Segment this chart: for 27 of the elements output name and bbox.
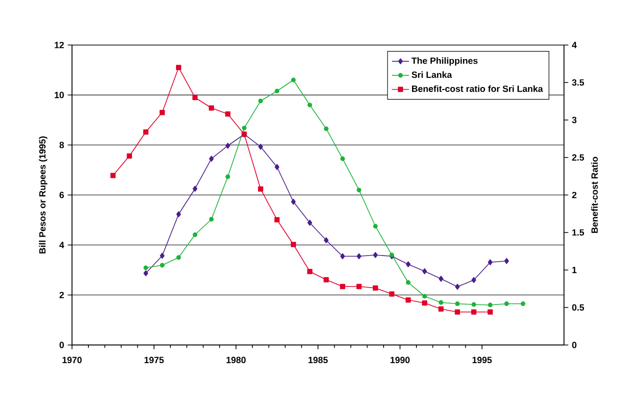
x-tick-label: 1975 xyxy=(144,356,164,364)
legend-label: Sri Lanka xyxy=(412,71,452,78)
y2-tick-label: 3 xyxy=(572,116,576,124)
y-tick-label: 2 xyxy=(60,292,64,298)
y-tick-label: 4 xyxy=(59,242,64,248)
y2-tick-label: 0 xyxy=(572,342,576,348)
y2-tick-label: 1 xyxy=(572,266,577,274)
x-tick-label: 1980 xyxy=(226,356,246,364)
y-tick-label: 12 xyxy=(54,42,64,48)
y-tick-label: 6 xyxy=(60,192,64,198)
y2-tick-label: 2.5 xyxy=(572,154,584,161)
y2-tick-label: 0.5 xyxy=(572,304,584,311)
x-tick-label: 1990 xyxy=(390,356,410,364)
y2-axis-title: Benefit-cost Ratio xyxy=(591,156,598,233)
y-tick-label: 8 xyxy=(59,142,64,148)
y-tick-label: 0 xyxy=(60,342,64,348)
y-axis-title: Bill Pesos or Rupees (1995) xyxy=(38,136,48,254)
x-tick-label: 1995 xyxy=(472,356,492,364)
y-tick-label: 10 xyxy=(54,92,64,98)
legend-label: Benefit-cost ratio for Sri Lanka xyxy=(412,85,543,92)
legend-label: The Philippines xyxy=(412,57,478,66)
y2-tick-label: 2 xyxy=(572,192,576,198)
y2-tick-label: 4 xyxy=(572,42,577,48)
x-tick-label: 1985 xyxy=(308,356,328,364)
x-tick-label: 1970 xyxy=(62,356,82,364)
y2-tick-label: 1.5 xyxy=(572,229,584,236)
y2-tick-label: 3.5 xyxy=(572,79,584,86)
